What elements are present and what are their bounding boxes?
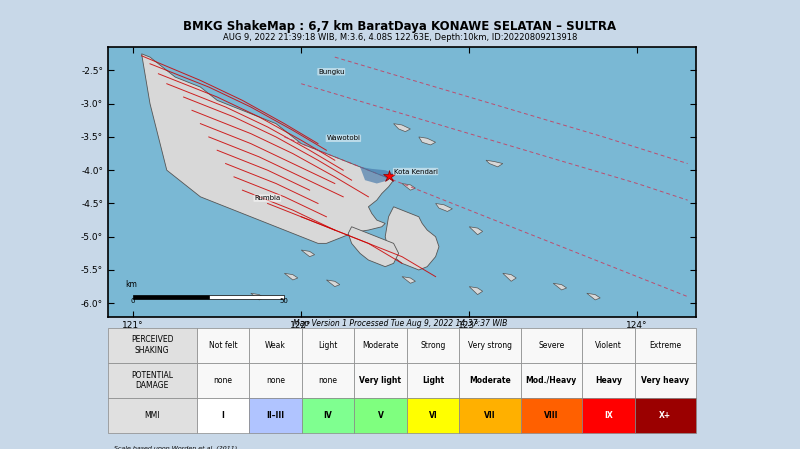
Bar	[582, 363, 634, 398]
Text: Wawotobi: Wawotobi	[326, 135, 361, 141]
Text: Light: Light	[422, 376, 444, 385]
Text: X+: X+	[659, 411, 671, 420]
Bar	[197, 363, 249, 398]
Text: Strong: Strong	[420, 341, 446, 350]
Text: Extreme: Extreme	[650, 341, 682, 350]
Text: Weak: Weak	[265, 341, 286, 350]
Bar	[302, 363, 354, 398]
Text: VII: VII	[484, 411, 496, 420]
Bar	[406, 363, 459, 398]
Bar	[108, 398, 197, 433]
Bar	[249, 398, 302, 433]
Polygon shape	[302, 250, 314, 257]
Text: Moderate: Moderate	[469, 376, 511, 385]
Text: km: km	[125, 280, 137, 289]
Text: Bungku: Bungku	[318, 69, 345, 75]
Text: VI: VI	[429, 411, 438, 420]
Polygon shape	[326, 280, 340, 286]
Bar	[634, 398, 696, 433]
Text: Severe: Severe	[538, 341, 565, 350]
Polygon shape	[386, 207, 439, 270]
Polygon shape	[285, 273, 298, 280]
Text: Light: Light	[318, 341, 338, 350]
Polygon shape	[142, 54, 394, 243]
Text: none: none	[318, 376, 338, 385]
Text: PERCEIVED
SHAKING: PERCEIVED SHAKING	[131, 335, 174, 355]
Bar	[249, 328, 302, 363]
Text: Moderate: Moderate	[362, 341, 398, 350]
Polygon shape	[587, 293, 600, 300]
Polygon shape	[360, 167, 394, 184]
Bar	[459, 363, 521, 398]
Text: IV: IV	[323, 411, 332, 420]
Polygon shape	[394, 123, 410, 132]
Text: Scale based upon Worden et al. (2011): Scale based upon Worden et al. (2011)	[114, 446, 237, 449]
Bar	[108, 363, 197, 398]
Text: MMI: MMI	[145, 411, 160, 420]
Bar	[354, 398, 406, 433]
Polygon shape	[419, 137, 435, 145]
Polygon shape	[470, 286, 482, 295]
Polygon shape	[435, 203, 453, 211]
Bar	[354, 328, 406, 363]
Bar	[197, 328, 249, 363]
Polygon shape	[251, 293, 264, 300]
Bar	[249, 363, 302, 398]
Text: Very strong: Very strong	[468, 341, 512, 350]
Text: Rumbia: Rumbia	[254, 195, 281, 201]
Bar	[197, 398, 249, 433]
Text: Kota Kendari: Kota Kendari	[394, 168, 438, 175]
Text: II–III: II–III	[266, 411, 285, 420]
Bar	[634, 328, 696, 363]
Bar	[582, 328, 634, 363]
Text: none: none	[214, 376, 232, 385]
Bar	[634, 363, 696, 398]
Text: BMKG ShakeMap : 6,7 km BaratDaya KONAWE SELATAN – SULTRA: BMKG ShakeMap : 6,7 km BaratDaya KONAWE …	[183, 20, 617, 33]
Polygon shape	[486, 160, 503, 167]
Polygon shape	[503, 273, 516, 281]
Bar	[354, 363, 406, 398]
Text: Very heavy: Very heavy	[642, 376, 690, 385]
Polygon shape	[554, 283, 566, 290]
Text: Mod./Heavy: Mod./Heavy	[526, 376, 577, 385]
Text: POTENTIAL
DAMAGE: POTENTIAL DAMAGE	[131, 371, 174, 390]
Text: Violent: Violent	[595, 341, 622, 350]
Bar	[521, 398, 582, 433]
Text: Map Version 1 Processed Tue Aug 9, 2022 14:37:37 WIB: Map Version 1 Processed Tue Aug 9, 2022 …	[293, 319, 507, 328]
Polygon shape	[348, 227, 398, 267]
Bar	[406, 328, 459, 363]
Bar	[521, 363, 582, 398]
Text: VIII: VIII	[544, 411, 558, 420]
Text: V: V	[378, 411, 383, 420]
Text: 50: 50	[280, 298, 289, 304]
Polygon shape	[470, 227, 482, 235]
Text: none: none	[266, 376, 285, 385]
Text: IX: IX	[604, 411, 613, 420]
Polygon shape	[402, 277, 415, 283]
Bar	[459, 328, 521, 363]
Bar	[521, 328, 582, 363]
Text: 0: 0	[131, 298, 135, 304]
Bar	[302, 398, 354, 433]
Bar	[302, 328, 354, 363]
Polygon shape	[402, 184, 415, 190]
Text: Very light: Very light	[359, 376, 402, 385]
Bar	[459, 398, 521, 433]
Bar	[108, 328, 197, 363]
Bar	[406, 398, 459, 433]
Text: AUG 9, 2022 21:39:18 WIB, M:3.6, 4.08S 122.63E, Depth:10km, ID:20220809213918: AUG 9, 2022 21:39:18 WIB, M:3.6, 4.08S 1…	[223, 33, 577, 42]
Bar	[582, 398, 634, 433]
Text: I: I	[222, 411, 224, 420]
Text: Not felt: Not felt	[209, 341, 237, 350]
Text: Heavy: Heavy	[595, 376, 622, 385]
